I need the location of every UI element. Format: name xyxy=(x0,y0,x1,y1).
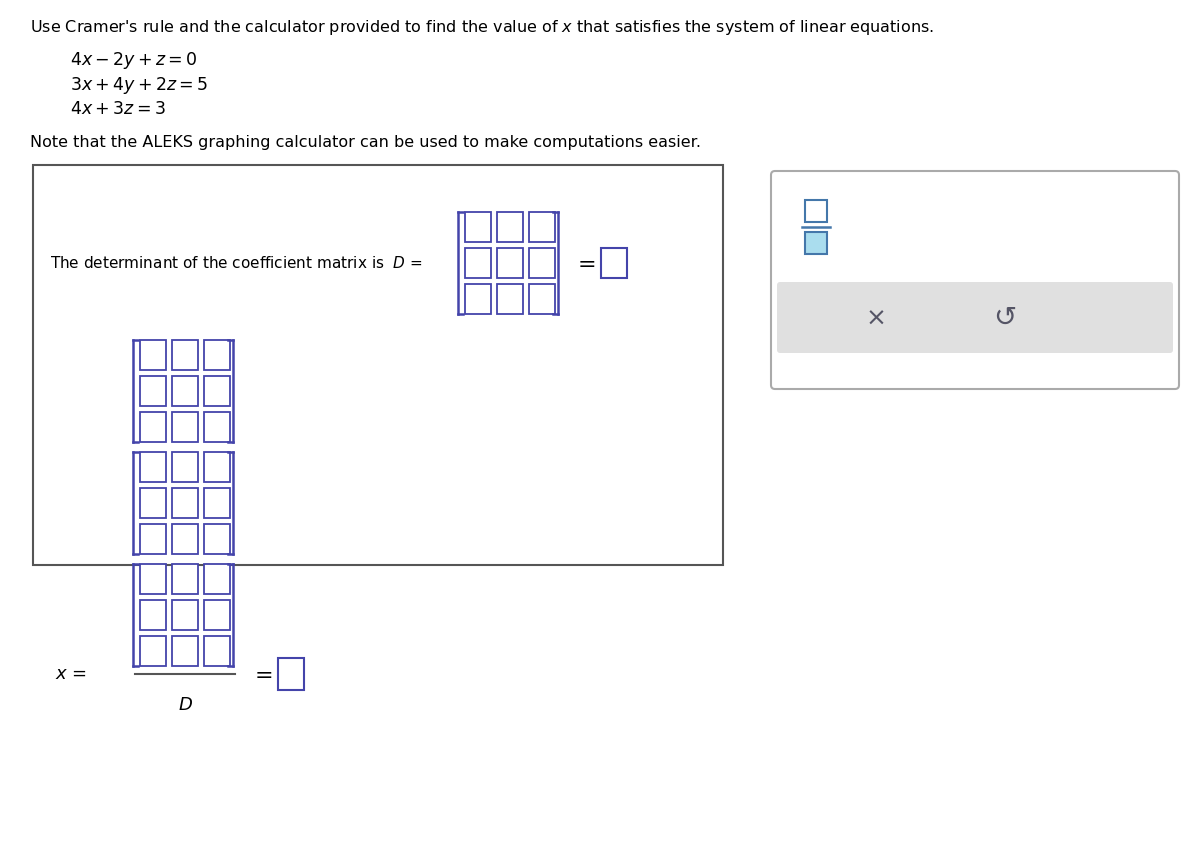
Bar xyxy=(466,248,491,278)
Bar xyxy=(172,564,198,594)
FancyBboxPatch shape xyxy=(772,171,1178,389)
Bar xyxy=(529,212,554,242)
FancyBboxPatch shape xyxy=(778,282,1174,353)
Text: $=$: $=$ xyxy=(574,253,595,273)
Bar xyxy=(34,165,722,565)
Bar xyxy=(466,212,491,242)
Bar xyxy=(805,200,827,222)
Bar xyxy=(204,412,230,442)
Bar xyxy=(204,488,230,518)
Bar xyxy=(204,600,230,630)
Bar xyxy=(204,564,230,594)
Bar xyxy=(497,284,523,314)
Bar xyxy=(601,248,628,278)
Bar xyxy=(278,658,304,690)
Bar xyxy=(172,524,198,554)
Bar xyxy=(172,376,198,406)
Bar xyxy=(497,212,523,242)
Text: $4x+3z=3$: $4x+3z=3$ xyxy=(70,100,166,118)
Bar xyxy=(140,524,166,554)
Bar xyxy=(140,452,166,482)
Bar xyxy=(140,340,166,370)
Bar xyxy=(172,488,198,518)
Bar xyxy=(204,376,230,406)
Bar xyxy=(140,636,166,666)
Text: $=$: $=$ xyxy=(250,664,272,684)
Text: Note that the ALEKS graphing calculator can be used to make computations easier.: Note that the ALEKS graphing calculator … xyxy=(30,135,701,150)
Bar xyxy=(204,340,230,370)
Bar xyxy=(172,452,198,482)
Bar xyxy=(172,340,198,370)
Text: $x$ =: $x$ = xyxy=(55,665,86,683)
Text: $D$: $D$ xyxy=(178,696,192,714)
Bar xyxy=(140,376,166,406)
Text: The determinant of the coefficient matrix is  $D$ =: The determinant of the coefficient matri… xyxy=(50,255,422,271)
Text: $\times$: $\times$ xyxy=(865,306,884,329)
Bar xyxy=(172,412,198,442)
Bar xyxy=(140,488,166,518)
Bar xyxy=(172,636,198,666)
Bar xyxy=(529,284,554,314)
Text: $4x-2y+z=0$: $4x-2y+z=0$ xyxy=(70,50,198,71)
Bar xyxy=(140,564,166,594)
Bar xyxy=(140,412,166,442)
Text: ↺: ↺ xyxy=(994,304,1016,332)
Text: Use Cramer's rule and the calculator provided to find the value of $x$ that sati: Use Cramer's rule and the calculator pro… xyxy=(30,18,934,37)
Bar xyxy=(204,452,230,482)
Bar xyxy=(204,524,230,554)
Bar xyxy=(529,248,554,278)
Bar xyxy=(172,600,198,630)
Bar xyxy=(805,232,827,254)
Bar xyxy=(466,284,491,314)
Bar xyxy=(497,248,523,278)
Text: $3x+4y+2z=5$: $3x+4y+2z=5$ xyxy=(70,75,209,96)
Bar xyxy=(204,636,230,666)
Bar xyxy=(140,600,166,630)
